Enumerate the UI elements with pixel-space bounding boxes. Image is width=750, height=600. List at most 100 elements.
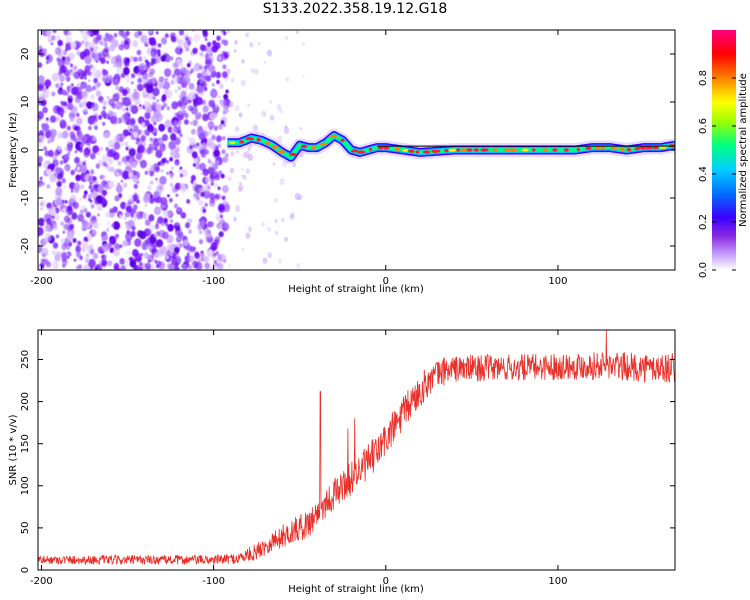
noise-blob — [152, 96, 156, 100]
track-peak — [493, 148, 498, 152]
noise-blob — [115, 85, 120, 91]
noise-blob — [184, 119, 189, 125]
noise-blob — [153, 146, 158, 152]
noise-blob — [164, 33, 169, 39]
noise-blob — [155, 103, 163, 112]
noise-blob — [144, 203, 148, 207]
noise-blob — [114, 195, 120, 202]
noise-blob — [46, 56, 50, 60]
noise-blob — [175, 112, 180, 118]
noise-blob — [161, 37, 167, 45]
noise-blob — [202, 30, 208, 36]
noise-blob — [169, 182, 173, 187]
noise-blob — [76, 50, 81, 56]
noise-blob — [169, 198, 173, 203]
noise-blob — [65, 76, 71, 82]
colorbar-gradient — [712, 30, 736, 270]
noise-blob — [200, 191, 205, 197]
noise-blob — [297, 195, 301, 201]
noise-blob — [214, 198, 218, 203]
colorbar-tick-label: 0.4 — [698, 166, 709, 182]
noise-blob — [241, 59, 245, 64]
noise-blob — [92, 145, 100, 154]
noise-blob — [199, 162, 207, 171]
noise-blob — [242, 152, 248, 159]
noise-blob — [70, 41, 77, 50]
noise-blob — [38, 217, 45, 227]
noise-blob — [39, 199, 46, 208]
noise-blob — [151, 58, 157, 64]
noise-blob — [88, 125, 92, 131]
noise-blob — [136, 211, 144, 220]
noise-blob — [175, 193, 179, 197]
noise-blob — [133, 56, 138, 63]
noise-blob — [245, 168, 250, 175]
noise-blob — [175, 182, 181, 190]
noise-blob — [51, 72, 59, 82]
noise-blob — [158, 229, 166, 238]
noise-blob — [79, 30, 84, 34]
noise-blob — [170, 133, 177, 141]
noise-blob — [82, 161, 86, 166]
noise-blob — [131, 225, 136, 231]
noise-blob — [204, 126, 208, 131]
noise-blob — [216, 79, 220, 85]
noise-blob — [106, 149, 114, 158]
noise-blob — [187, 136, 190, 140]
noise-blob — [64, 200, 68, 204]
noise-blob — [107, 260, 113, 267]
noise-blob — [137, 83, 144, 92]
noise-blob — [273, 198, 278, 203]
noise-blob — [101, 189, 108, 196]
noise-blob — [129, 108, 132, 112]
noise-blob — [38, 244, 43, 253]
track-peak — [394, 147, 401, 151]
noise-blob — [102, 74, 111, 84]
noise-blob — [130, 73, 136, 79]
track-peak — [402, 148, 409, 152]
noise-blob — [219, 83, 224, 89]
noise-blob — [124, 211, 130, 218]
noise-blob — [187, 40, 191, 46]
noise-blob — [52, 260, 59, 269]
noise-blob — [47, 149, 54, 158]
noise-blob — [109, 212, 115, 218]
noise-blob — [218, 231, 224, 238]
noise-blob — [154, 206, 162, 216]
noise-blob — [58, 61, 62, 66]
colorbar-tick-label: 0.6 — [698, 118, 709, 134]
track-peak — [552, 148, 558, 152]
noise-blob — [221, 149, 226, 155]
noise-blob — [101, 154, 109, 163]
noise-blob — [193, 180, 196, 185]
noise-blob — [226, 68, 231, 74]
colorbar-tick-label: 0.8 — [698, 70, 709, 86]
noise-blob — [247, 146, 251, 152]
noise-blob — [106, 60, 109, 64]
noise-blob — [65, 211, 69, 215]
noise-blob — [82, 194, 87, 199]
noise-blob — [107, 183, 114, 190]
track-peak — [619, 147, 625, 151]
noise-blob — [121, 106, 126, 112]
noise-blob — [70, 189, 74, 193]
noise-blob — [121, 157, 127, 163]
noise-blob — [155, 177, 158, 181]
track-peak — [444, 149, 449, 153]
noise-blob — [283, 126, 290, 134]
noise-blob — [266, 49, 273, 57]
noise-blob — [56, 180, 59, 184]
noise-blob — [105, 147, 109, 152]
noise-blob — [60, 49, 65, 54]
noise-blob — [125, 107, 129, 111]
track-peak — [610, 146, 618, 150]
noise-blob — [149, 263, 156, 270]
noise-blob — [266, 226, 269, 230]
noise-blob — [137, 51, 140, 56]
noise-blob — [147, 124, 154, 133]
noise-blob — [84, 41, 89, 46]
noise-blob — [78, 102, 84, 109]
noise-blob — [106, 165, 113, 173]
noise-blob — [215, 71, 222, 79]
noise-blob — [38, 84, 44, 92]
